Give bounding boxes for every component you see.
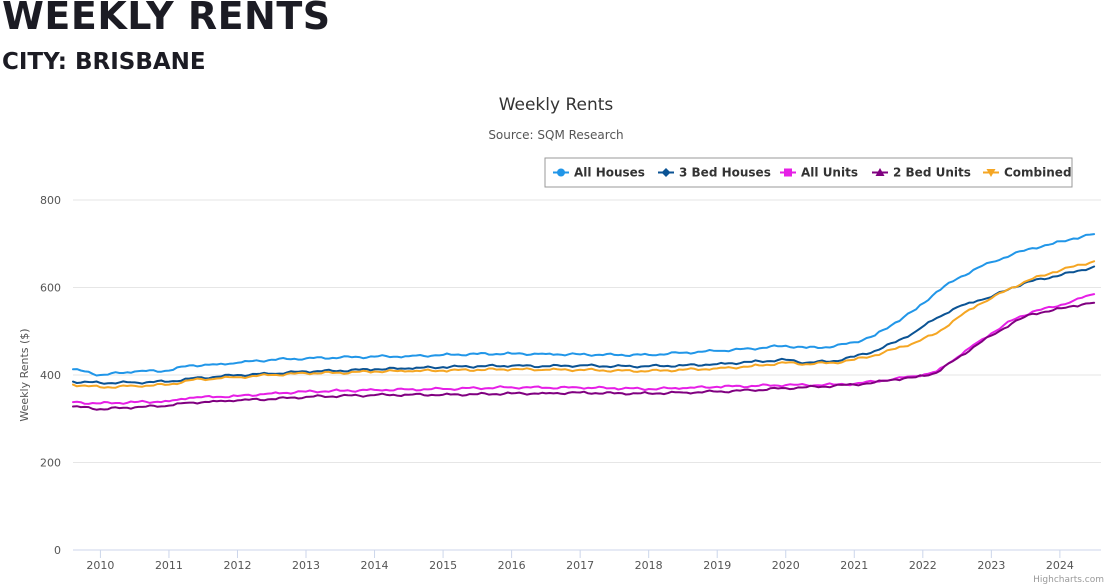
x-tick-label-2015: 2015	[429, 559, 457, 572]
chart-subtitle: Source: SQM Research	[488, 128, 623, 142]
x-tick-label-2012: 2012	[223, 559, 251, 572]
legend-marker-combined	[986, 169, 996, 177]
legend-item-combined[interactable]: Combined	[983, 166, 1072, 180]
x-tick-label-2010: 2010	[86, 559, 114, 572]
y-axis-title: Weekly Rents ($)	[18, 328, 31, 421]
x-tick-label-2023: 2023	[977, 559, 1005, 572]
x-tick-label-2017: 2017	[566, 559, 594, 572]
legend-label-3-bed-houses: 3 Bed Houses	[679, 166, 771, 180]
series-line-all-units	[72, 293, 1096, 405]
x-tick-label-2014: 2014	[361, 559, 389, 572]
series-line-combined	[72, 260, 1096, 389]
legend: All Houses 3 Bed Houses All Units 2 Bed Uni…	[544, 157, 1073, 188]
x-tick-label-2016: 2016	[498, 559, 526, 572]
x-tick-label-2019: 2019	[703, 559, 731, 572]
y-tick-label-400: 400	[40, 369, 61, 382]
page-subheading: CITY: BRISBANE	[2, 49, 206, 75]
series-line-3-bed-houses	[72, 265, 1096, 385]
legend-item-2-bed-units[interactable]: 2 Bed Units	[872, 166, 971, 180]
legend-label-all-units: All Units	[801, 166, 858, 180]
y-tick-label-0: 0	[54, 544, 61, 557]
legend-item-all-houses[interactable]: All Houses	[553, 166, 645, 180]
x-tick-label-2011: 2011	[155, 559, 183, 572]
legend-item-all-units[interactable]: All Units	[780, 166, 858, 180]
x-tick-label-2024: 2024	[1046, 559, 1074, 572]
series-line-2-bed-units	[72, 301, 1096, 411]
page-heading: WEEKLY RENTS	[2, 0, 331, 38]
legend-label-all-houses: All Houses	[574, 166, 645, 180]
x-tick-label-2022: 2022	[909, 559, 937, 572]
legend-label-combined: Combined	[1004, 166, 1072, 180]
legend-marker-all-units	[784, 168, 792, 177]
series-line-all-houses	[72, 233, 1096, 377]
x-tick-label-2021: 2021	[840, 559, 868, 572]
x-tick-label-2018: 2018	[635, 559, 663, 572]
x-axis: 2010 2011 2012 2013 2014 2015 2016 2017 2018 2019…	[73, 549, 1101, 572]
y-tick-label-600: 600	[40, 282, 61, 295]
legend-item-3-bed-houses[interactable]: 3 Bed Houses	[658, 166, 771, 180]
x-tick-label-2013: 2013	[292, 559, 320, 572]
y-tick-label-800: 800	[40, 194, 61, 207]
credits: Highcharts.com	[1033, 575, 1104, 585]
legend-marker-3-bed-houses	[661, 168, 671, 177]
series-lines	[72, 233, 1096, 411]
chart-title: Weekly Rents	[499, 95, 614, 115]
x-tick-label-2020: 2020	[772, 559, 800, 572]
y-axis: 0 200 400 600 800	[40, 194, 61, 557]
y-tick-label-200: 200	[40, 457, 61, 470]
legend-marker-all-houses	[557, 168, 565, 177]
legend-marker-2-bed-units	[875, 168, 885, 176]
legend-label-2-bed-units: 2 Bed Units	[893, 166, 971, 180]
